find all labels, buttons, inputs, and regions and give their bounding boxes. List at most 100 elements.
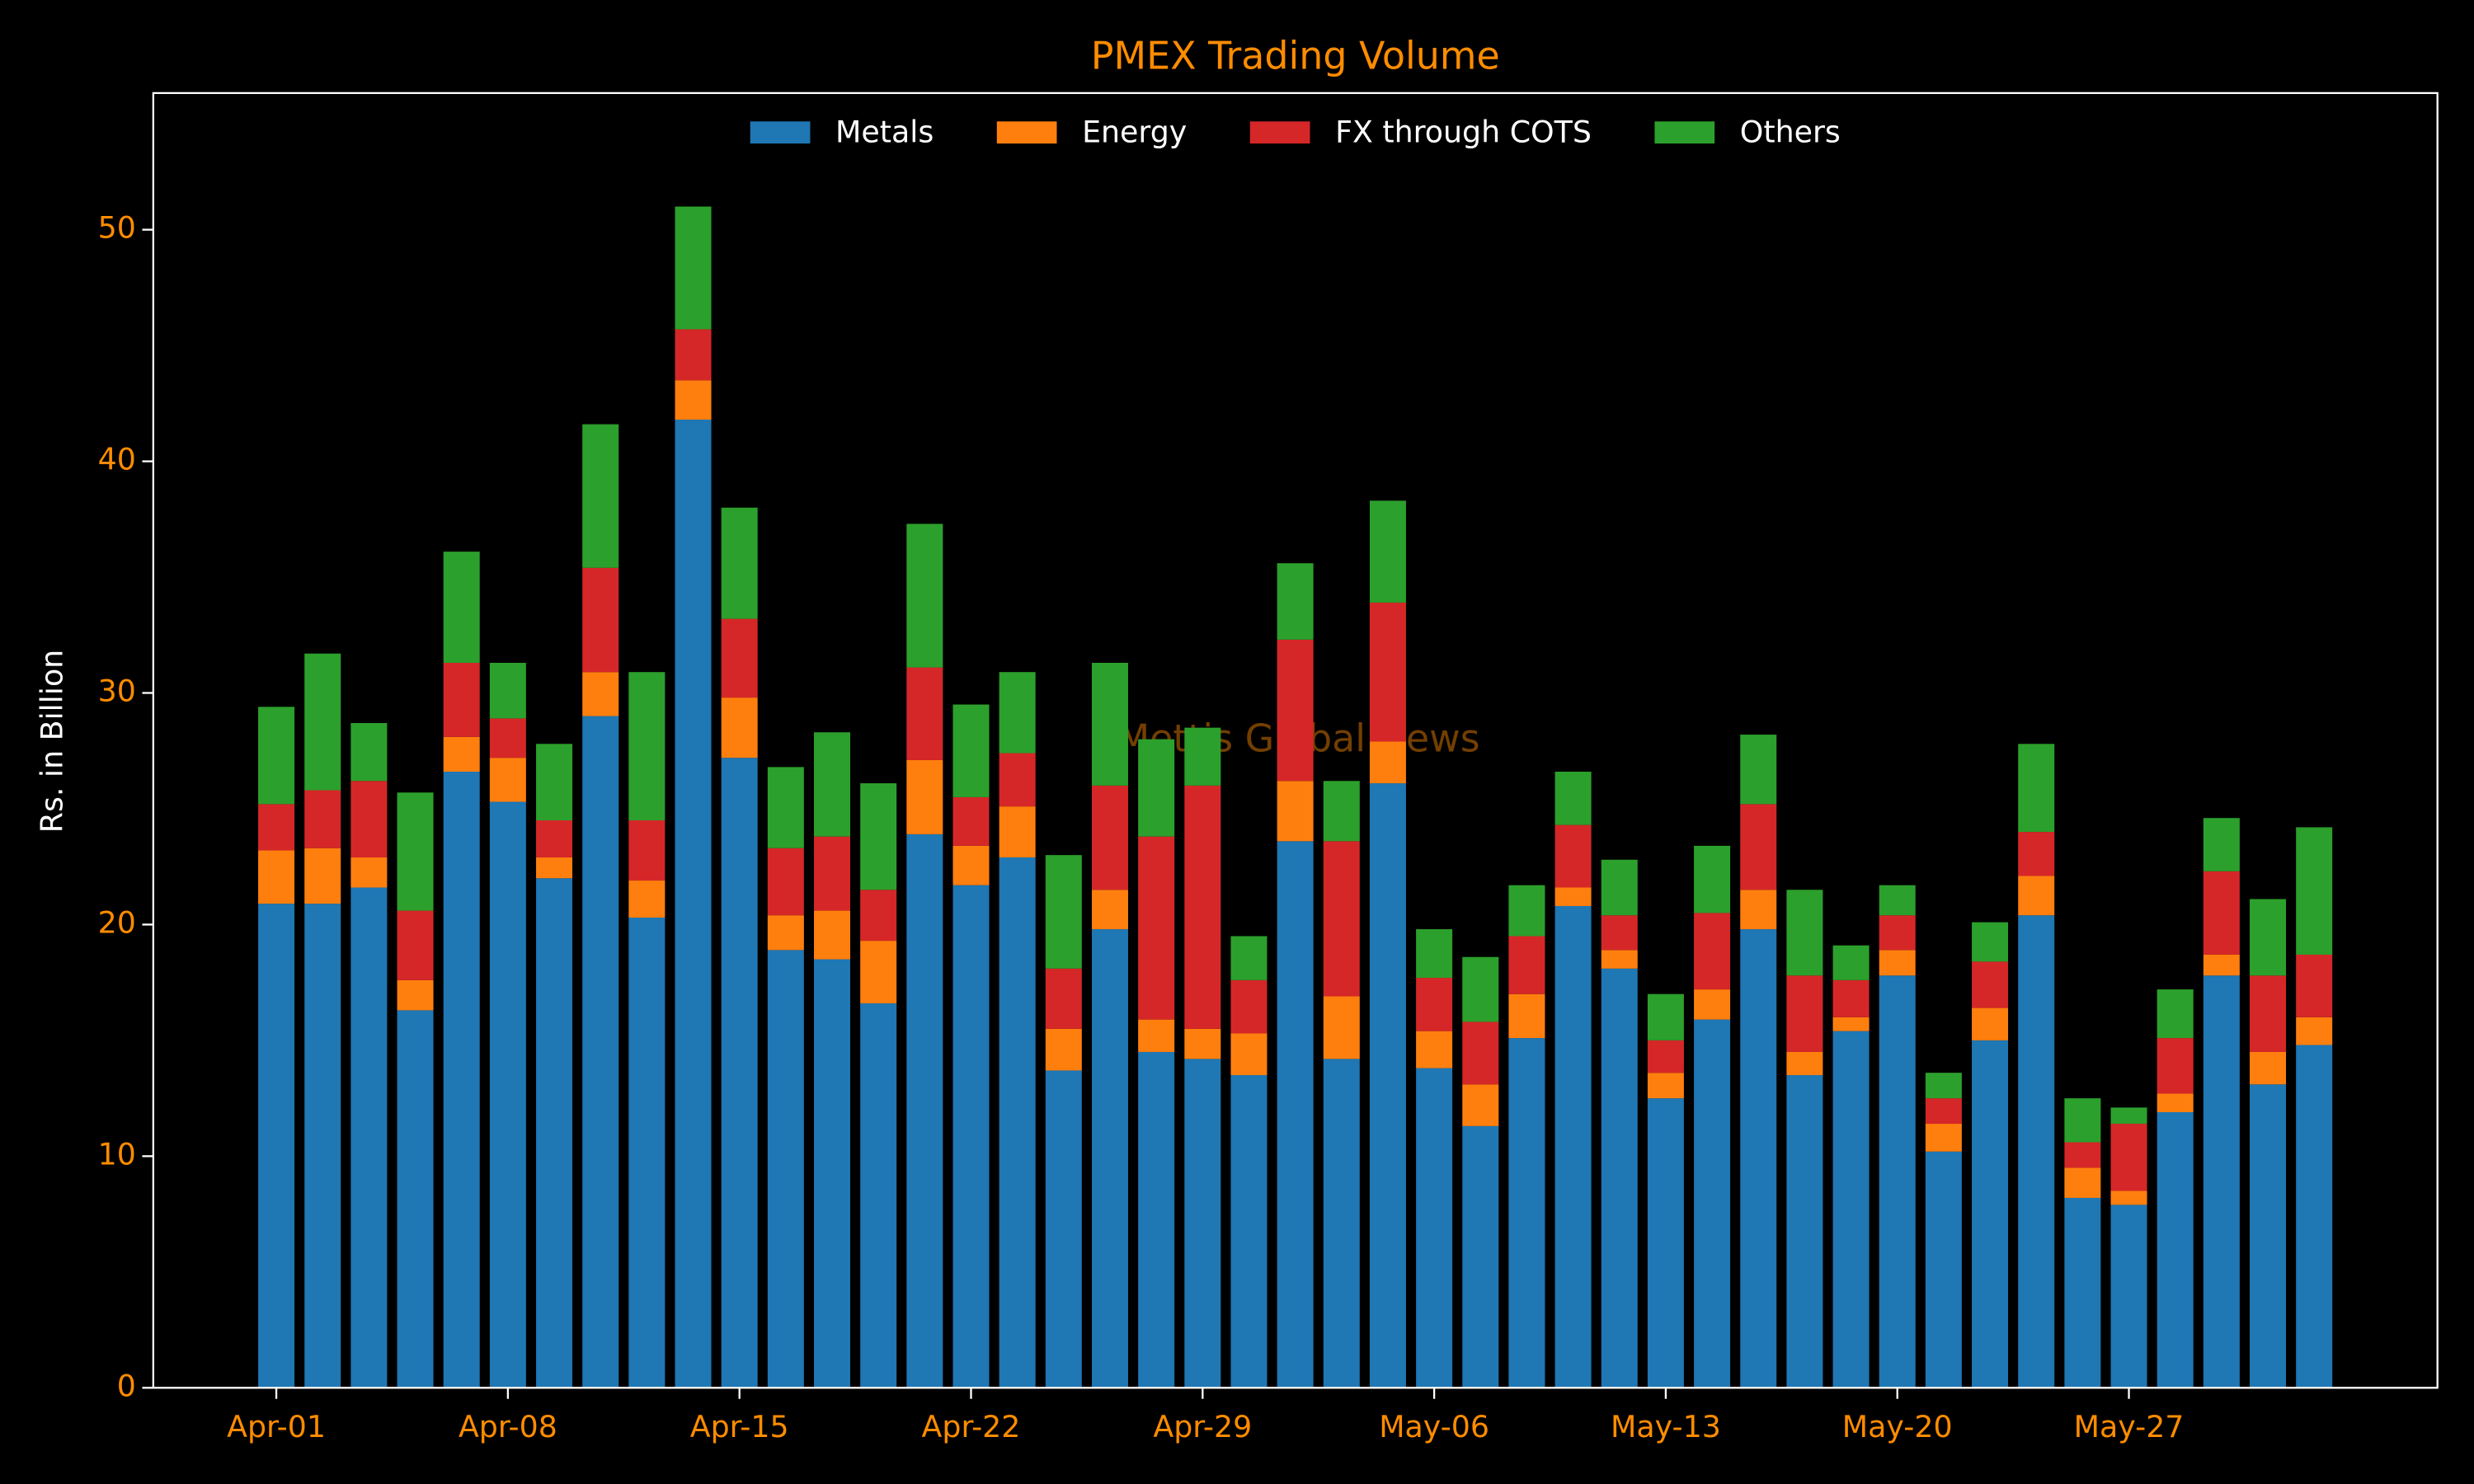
bar-segment [350,857,388,888]
bar-segment [2203,954,2240,976]
bar-segment [1601,915,1638,951]
bar-segment [999,857,1036,1388]
bar-segment [1601,968,1638,1388]
bar-segment [628,820,666,881]
bar-segment [1786,1051,1823,1076]
bar-segment [1416,978,1453,1031]
bar-segment [1045,1028,1082,1071]
bar-segment [952,704,990,797]
bar-segment [2250,975,2287,1052]
bar-segment [1091,929,1128,1388]
bar-segment [906,834,943,1388]
legend-label: Others [1740,115,1841,150]
bar-segment [304,653,341,791]
legend-item: Others [1654,115,1841,150]
bar-segment [1184,1059,1221,1388]
bar-segment [2110,1190,2147,1205]
bar-segment [1369,741,1406,784]
bar-segment [1647,1040,1684,1073]
legend-label: Metals [835,115,934,150]
bar-segment [1832,1017,1870,1031]
legend-swatch [996,121,1057,144]
bar-segment [1740,804,1777,890]
bar-segment [1369,783,1406,1388]
y-tick-label: 40 [98,442,136,477]
bar-segment [1647,1098,1684,1388]
bar-segment [860,1003,897,1388]
bar-segment [1045,1070,1082,1388]
y-tick-label: 20 [98,904,136,940]
legend: Metals Energy FX through COTS Others [750,115,1841,150]
bar-segment [1554,772,1592,825]
bar-segment [1972,961,2009,1008]
bar-segment [2018,744,2055,833]
bar-segment [1462,1125,1499,1388]
bar-segment [350,887,388,1388]
bar-segment [1740,890,1777,930]
bar-segment [1462,1084,1499,1126]
bar-segment [628,672,666,821]
bar-segment [304,904,341,1388]
bar-segment [1925,1098,1962,1125]
bar-segment [397,910,434,980]
bar-segment [999,672,1036,754]
bar-segment [2203,975,2240,1388]
bar-segment [906,759,943,834]
bar-segment [675,380,712,420]
bar-segment [582,567,619,673]
bar-segment [1879,975,1916,1388]
legend-swatch [1654,121,1715,144]
bar-segment [906,524,943,668]
bar-segment [1786,1075,1823,1388]
bar-segment [1832,979,1870,1017]
bar-segment [1972,1040,2009,1388]
y-tick-label: 10 [98,1136,136,1172]
bar-segment [2018,876,2055,916]
bar-segment [1647,993,1684,1040]
bar-segment [2157,1093,2194,1112]
y-axis-label: Rs. in Billion [34,650,69,833]
bar-segment [1323,781,1360,842]
bar-segment [675,206,712,330]
bar-segment [999,806,1036,857]
bar-segment [2157,989,2194,1039]
bar-segment [397,979,434,1011]
bar-segment [1091,662,1128,786]
bar-segment [304,790,341,848]
bar-segment [814,732,851,837]
bar-segment [258,850,295,904]
bar-segment [582,672,619,716]
bar-segment [443,552,480,663]
bar-segment [443,772,480,1388]
bar-segment [1138,1051,1175,1388]
bar-segment [2018,915,2055,1388]
bar-segment [1277,563,1314,640]
bar-segment [1508,885,1545,937]
bar-segment [721,697,758,758]
legend-swatch [750,121,811,144]
bar-segment [1230,979,1268,1034]
bar-segment [1694,989,1731,1020]
bar-segment [2157,1038,2194,1094]
bar-segment [767,915,804,951]
bar-segment [1694,913,1731,990]
bar-segment [814,959,851,1388]
bar-segment [397,1010,434,1388]
bar-segment [952,796,990,846]
bar-segment [1230,1075,1268,1388]
x-tick-label: May-13 [1611,1409,1721,1444]
legend-item: FX through COTS [1249,115,1592,150]
bar-segment [2250,1084,2287,1388]
bar-segment [489,662,526,719]
bar-segment [628,881,666,918]
bar-segment [1138,739,1175,837]
bar-segment [2296,1017,2333,1045]
bar-segment [1277,639,1314,782]
bar-segment [1832,945,1870,980]
bar-segment [1554,887,1592,906]
bar-segment [2064,1098,2101,1143]
bar-segment [1138,836,1175,1020]
bar-segment [397,792,434,911]
legend-label: FX through COTS [1335,115,1592,150]
bar-segment [721,618,758,698]
